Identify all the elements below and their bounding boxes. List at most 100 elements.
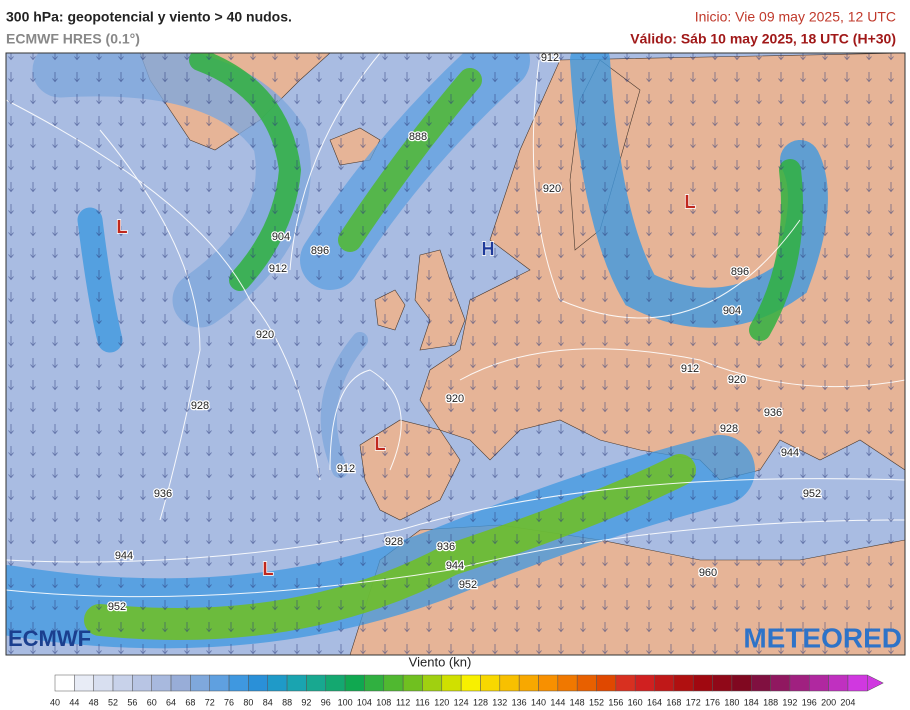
colorbar-arrow [867, 674, 884, 692]
colorbar-swatch [344, 674, 365, 692]
colorbar-swatch [615, 674, 636, 692]
colorbar-swatch [692, 674, 713, 692]
pressure-system: L [375, 434, 386, 454]
pressure-system: L [685, 192, 696, 212]
colorbar-tick-label: 172 [686, 697, 701, 707]
contour-label: 888 [409, 131, 427, 143]
colorbar-tick-label: 64 [166, 697, 176, 707]
colorbar-tick-label: 96 [321, 697, 331, 707]
contour-label: 960 [699, 567, 717, 579]
map: 912 888 904 896 912 920 896 904 920 912 920 928 920 9… [6, 53, 905, 655]
colorbar-tick-label: 92 [301, 697, 311, 707]
title: 300 hPa: geopotencial y viento > 40 nudo… [6, 9, 292, 25]
contour-label: 928 [385, 536, 403, 548]
contour-label: 904 [272, 231, 290, 243]
colorbar-swatch [132, 674, 152, 692]
ecmwf-logo: ECMWF [8, 626, 91, 651]
colorbar-tick-label: 72 [205, 697, 215, 707]
colorbar-tick-label: 40 [50, 697, 60, 707]
colorbar-tick-label: 192 [782, 697, 797, 707]
colorbar-swatch [306, 674, 327, 692]
colorbar-tick-label: 56 [127, 697, 137, 707]
colorbar-swatch [383, 674, 404, 692]
colorbar-swatch [228, 674, 249, 692]
colorbar-tick-label: 108 [376, 697, 391, 707]
colorbar-swatch [499, 674, 520, 692]
contour-label: 904 [723, 305, 741, 317]
pressure-system: L [263, 559, 274, 579]
colorbar-swatch [770, 674, 791, 692]
contour-label: 936 [764, 407, 782, 419]
colorbar-tick-label: 168 [666, 697, 681, 707]
colorbar-tick-label: 120 [434, 697, 449, 707]
contour-label: 912 [681, 363, 699, 375]
colorbar-tick-label: 68 [185, 697, 195, 707]
valid-time: Válido: Sáb 10 may 2025, 18 UTC (H+30) [630, 31, 896, 47]
colorbar-swatch [731, 674, 752, 692]
colorbar-swatch [460, 674, 481, 692]
colorbar-tick-label: 160 [628, 697, 643, 707]
colorbar-swatch [596, 674, 617, 692]
contour-label: 920 [446, 393, 464, 405]
colorbar-tick-label: 140 [531, 697, 546, 707]
colorbar-swatch [750, 674, 771, 692]
colorbar-swatch [364, 674, 385, 692]
colorbar-swatch [576, 674, 597, 692]
colorbar-swatch [538, 674, 559, 692]
colorbar-tick-label: 152 [589, 697, 604, 707]
colorbar-swatch [209, 674, 230, 692]
contour-label: 952 [459, 579, 477, 591]
colorbar-tick-label: 144 [550, 697, 565, 707]
contour-label: 896 [731, 266, 749, 278]
colorbar-tick-label: 124 [454, 697, 469, 707]
pressure-system: L [117, 217, 128, 237]
colorbar-swatch [518, 674, 539, 692]
colorbar-tick-label: 180 [724, 697, 739, 707]
colorbar-tick-label: 84 [263, 697, 273, 707]
contour-label: 928 [191, 400, 209, 412]
colorbar-tick-label: 200 [821, 697, 836, 707]
colorbar-swatch [325, 674, 346, 692]
colorbar-title: Viento (kn) [409, 654, 472, 669]
colorbar-tick-label: 132 [492, 697, 507, 707]
colorbar-tick-label: 184 [744, 697, 759, 707]
colorbar-tick-label: 52 [108, 697, 118, 707]
meteored-logo: METEORED [743, 622, 902, 653]
contour-label: 928 [720, 423, 738, 435]
colorbar-tick-label: 104 [357, 697, 372, 707]
colorbar-swatch [654, 674, 675, 692]
colorbar-tick-label: 164 [647, 697, 662, 707]
colorbar-swatch [809, 674, 829, 692]
colorbar-swatch [112, 674, 133, 692]
colorbar-swatch [673, 674, 694, 692]
colorbar-swatch [634, 674, 655, 692]
contour-label: 936 [437, 541, 455, 553]
init-time: Inicio: Vie 09 may 2025, 12 UTC [695, 9, 896, 25]
colorbar-swatch [847, 674, 868, 692]
contour-label: 896 [311, 245, 329, 257]
colorbar-swatch [93, 674, 114, 692]
colorbar-tick-label: 204 [840, 697, 855, 707]
colorbar-tick-label: 100 [338, 697, 353, 707]
colorbar-tick-label: 76 [224, 697, 234, 707]
contour-label: 920 [728, 374, 746, 386]
contour-label: 952 [108, 601, 126, 613]
model: ECMWF HRES (0.1°) [6, 31, 140, 47]
colorbar-tick-label: 196 [802, 697, 817, 707]
colorbar-tick-label: 44 [69, 697, 79, 707]
pressure-system: H [482, 239, 495, 259]
colorbar-swatch [402, 674, 423, 692]
colorbar-swatch [248, 674, 268, 692]
colorbar-tick-label: 188 [763, 697, 778, 707]
colorbar-tick-label: 136 [512, 697, 527, 707]
colorbar-tick-label: 112 [396, 697, 410, 707]
contour-label: 944 [115, 550, 133, 562]
contour-label: 920 [256, 329, 274, 341]
colorbar-tick-label: 60 [147, 697, 157, 707]
colorbar-swatch [151, 674, 172, 692]
colorbar-swatch [190, 674, 210, 692]
colorbar-swatch [170, 674, 191, 692]
colorbar-tick-label: 148 [570, 697, 585, 707]
colorbar-swatch [789, 674, 810, 692]
